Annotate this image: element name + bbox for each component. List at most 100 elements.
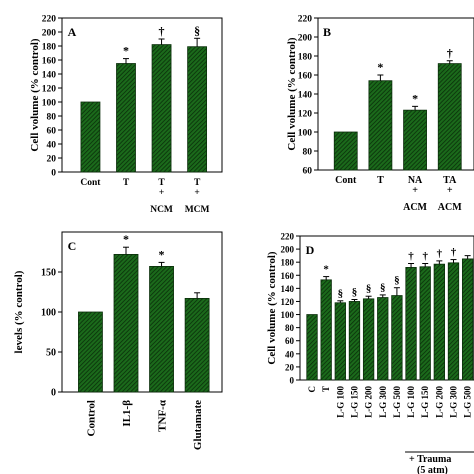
x-tick-label: +: [412, 185, 418, 196]
group-label: (5 atm): [417, 465, 448, 474]
bar: [320, 279, 332, 381]
y-tick-label: 40: [47, 141, 57, 151]
x-tick-label: TA: [443, 175, 457, 186]
x-tick-label: L-G 150: [349, 386, 359, 418]
bar: [419, 266, 431, 381]
y-tick-label: 120: [298, 110, 313, 120]
bar: [149, 265, 174, 393]
y-tick-label: 20: [47, 155, 57, 165]
y-tick-label: 180: [281, 258, 295, 268]
bar: [348, 301, 361, 381]
y-tick-label: 220: [42, 15, 57, 25]
x-tick-label: NA: [408, 175, 423, 186]
significance-marker: §: [352, 286, 358, 298]
x-tick-label: +: [159, 188, 164, 198]
y-tick-label: 120: [42, 85, 57, 95]
y-tick-label: 140: [281, 284, 295, 294]
bar: [447, 262, 460, 381]
y-tick-label: 100: [298, 129, 313, 139]
x-tick-label: L-G 150: [420, 386, 430, 418]
y-tick-label: 60: [303, 167, 313, 177]
x-tick-label: Control: [85, 400, 97, 436]
significance-marker: §: [194, 23, 200, 37]
significance-marker: *: [412, 91, 418, 105]
panel-letter: C: [68, 239, 77, 253]
y-tick-label: 200: [298, 34, 313, 44]
x-tick-label: L-G 100: [335, 386, 345, 418]
bar: [403, 109, 427, 171]
x-tick-label: L-G 100: [406, 386, 416, 418]
x-tick-label: L-G 500: [392, 386, 402, 418]
bar: [80, 101, 101, 173]
y-tick-label: 140: [298, 91, 313, 101]
panel-letter: B: [323, 25, 331, 39]
bar: [433, 263, 445, 381]
x-tick-label: T: [123, 178, 130, 188]
y-tick-label: 220: [298, 15, 313, 25]
bar: [437, 63, 462, 171]
bar: [306, 314, 318, 381]
y-tick-label: 100: [41, 308, 56, 319]
x-tick-label: L-G 300: [448, 386, 458, 418]
y-tick-label: 180: [298, 53, 313, 63]
x-tick-label: T: [377, 175, 384, 186]
bar: [333, 131, 358, 171]
y-tick-label: 80: [285, 323, 295, 333]
significance-marker: †: [422, 250, 428, 262]
y-tick-label: 0: [51, 388, 56, 399]
x-tick-label: Cont: [335, 175, 357, 186]
panel-letter: D: [306, 243, 315, 257]
plot-frame: [61, 17, 223, 173]
x-tick-label: Glutamate: [192, 400, 204, 450]
significance-marker: §: [366, 283, 372, 295]
y-tick-label: 50: [46, 348, 56, 359]
x-tick-label: MCM: [185, 205, 210, 215]
bar: [116, 63, 136, 173]
y-tick-label: 100: [42, 99, 57, 109]
y-tick-label: 200: [281, 245, 295, 255]
bar: [377, 297, 389, 381]
y-tick-label: 0: [51, 169, 56, 179]
significance-marker: †: [159, 24, 165, 38]
bar: [78, 311, 103, 393]
y-tick-label: 150: [41, 268, 56, 279]
y-tick-label: 160: [298, 72, 313, 82]
x-tick-label: Cont: [80, 178, 101, 188]
x-tick-label: NCM: [150, 205, 173, 215]
significance-marker: §: [380, 282, 386, 294]
significance-marker: §: [394, 275, 400, 287]
x-tick-label: L-G 500: [463, 386, 473, 418]
bar: [113, 253, 139, 393]
y-tick-label: 120: [281, 297, 295, 307]
x-tick-label: IL1-β: [121, 400, 133, 427]
bar: [184, 297, 210, 393]
significance-marker: †: [437, 248, 443, 260]
x-tick-label: T: [194, 178, 201, 188]
significance-marker: *: [377, 60, 383, 74]
bar: [405, 267, 417, 381]
x-tick-label: ACM: [438, 202, 462, 213]
y-tick-label: 140: [42, 71, 57, 81]
y-tick-label: 200: [42, 29, 57, 39]
panel-letter: A: [68, 25, 77, 39]
x-tick-label: C: [307, 386, 317, 393]
significance-marker: *: [123, 44, 129, 58]
bar: [187, 46, 208, 173]
significance-marker: *: [159, 247, 165, 261]
y-tick-label: 60: [47, 127, 57, 137]
y-axis-label: Cell volume (% control): [29, 38, 41, 151]
y-tick-label: 100: [281, 310, 295, 320]
bar: [368, 80, 393, 171]
bar: [334, 302, 346, 381]
y-tick-label: 180: [42, 43, 57, 53]
y-tick-label: 160: [281, 271, 295, 281]
x-tick-label: +: [447, 185, 453, 196]
significance-marker: *: [123, 232, 129, 246]
x-tick-label: +: [194, 188, 199, 198]
bar: [391, 295, 403, 381]
y-tick-label: 40: [285, 349, 295, 359]
y-tick-label: 80: [303, 148, 313, 158]
bar: [362, 298, 375, 381]
y-axis-label: levels (% control): [13, 270, 25, 353]
y-tick-label: 20: [285, 362, 295, 372]
